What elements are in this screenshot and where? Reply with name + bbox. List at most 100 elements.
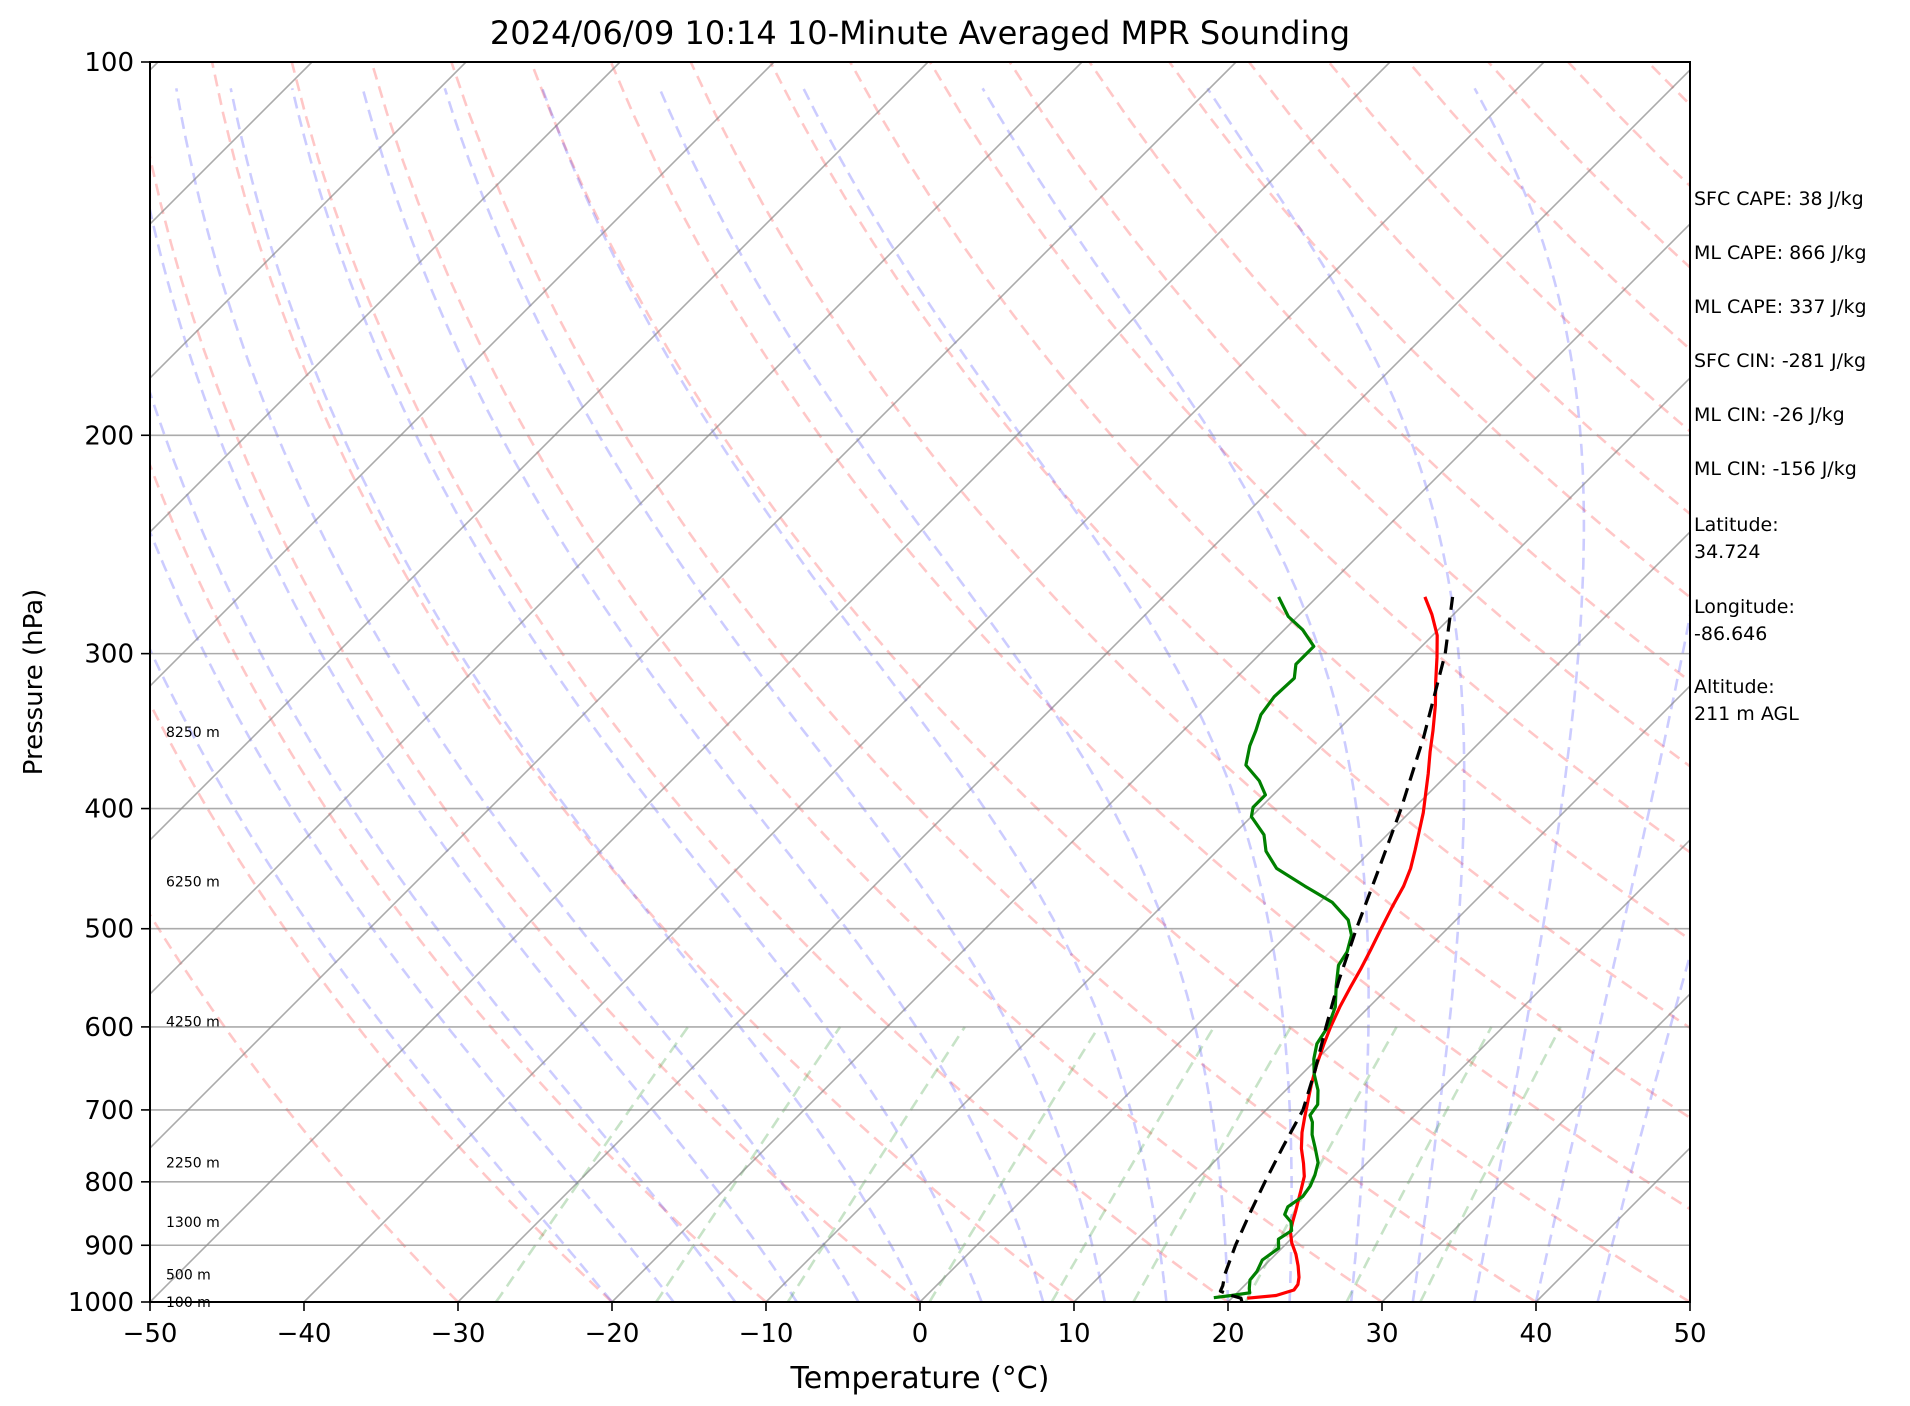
- mixing-ratio-line: [494, 1026, 690, 1302]
- isotherm: [150, 62, 1391, 1302]
- x-tick-label: −20: [585, 1319, 640, 1349]
- moist-adiabat: [1206, 87, 1466, 1302]
- dry-adiabat: [150, 912, 459, 1302]
- dry-adiabat: [150, 461, 767, 1302]
- longitude: Longitude: -86.646: [1694, 596, 1795, 645]
- height-label: 1300 m: [166, 1215, 220, 1231]
- chart-axes: −50 −40 −30 −20 −10 0 10 20 30 40 50 1000 900 800 700 6…: [68, 48, 1707, 1349]
- ml-cin: ML CIN: -26 J/kg: [1694, 404, 1845, 426]
- moist-adiabat: [150, 204, 798, 1302]
- x-axis-label: Temperature (°C): [790, 1361, 1050, 1396]
- height-labels: 100 m 500 m 1300 m 2250 m 4250 m 6250 m 8250 m: [166, 725, 220, 1311]
- sfc-cape: SFC CAPE: 38 J/kg: [1694, 188, 1864, 210]
- y-tick-label: 1000: [68, 1288, 134, 1318]
- y-tick-label: 500: [84, 915, 134, 945]
- sfc-cin: SFC CIN: -281 J/kg: [1694, 350, 1867, 372]
- height-label: 100 m: [166, 1295, 211, 1311]
- x-tick-label: −10: [739, 1319, 794, 1349]
- altitude: Altitude: 211 m AGL: [1694, 676, 1799, 725]
- isotherm: [150, 62, 1083, 996]
- x-tick-label: −30: [431, 1319, 486, 1349]
- isotherm: [150, 62, 929, 842]
- ml-cape-2: ML CAPE: 337 J/kg: [1694, 296, 1867, 318]
- temperature-profile: [1247, 596, 1439, 1300]
- ml-cin-2: ML CIN: -156 J/kg: [1694, 458, 1857, 480]
- x-tick-label: −50: [123, 1319, 178, 1349]
- x-tick-label: 50: [1673, 1319, 1706, 1349]
- y-tick-label: 600: [84, 1013, 134, 1043]
- dry-adiabat: [1168, 62, 1690, 599]
- height-label: 4250 m: [166, 1014, 220, 1030]
- moist-adiabat: [443, 87, 1107, 1302]
- moist-adiabat: [175, 88, 860, 1302]
- x-tick-label: 30: [1365, 1319, 1398, 1349]
- y-tick-label: 100: [84, 48, 134, 78]
- isotherm: [150, 62, 621, 534]
- isotherm: [150, 62, 1237, 1150]
- x-tick-label: 10: [1057, 1319, 1090, 1349]
- moist-adiabat: [229, 88, 922, 1302]
- dry-adiabat: [529, 62, 1690, 1302]
- x-tick-label: 40: [1519, 1319, 1552, 1349]
- isotherm: [457, 68, 1690, 1302]
- y-tick-label: 900: [84, 1231, 134, 1261]
- dry-adiabat: [150, 700, 613, 1302]
- dry-adiabat: [210, 62, 1075, 1302]
- moist-adiabat: [150, 388, 737, 1302]
- dry-adiabat: [1088, 62, 1690, 683]
- x-tick-label: −40: [277, 1319, 332, 1349]
- latitude: Latitude: 34.724: [1694, 514, 1779, 563]
- moist-adiabat: [290, 87, 983, 1302]
- isotherm: [765, 376, 1690, 1302]
- moist-adiabat: [1596, 950, 1690, 1302]
- isotherm: [150, 62, 467, 380]
- dry-adiabat: [849, 62, 1690, 942]
- isotherm: [1227, 838, 1690, 1302]
- y-tick-label: 700: [84, 1096, 134, 1126]
- y-axis-label: Pressure (hPa): [19, 589, 49, 776]
- dry-adiabat: [689, 62, 1690, 1120]
- dry-adiabat: [290, 62, 1229, 1302]
- y-tick-label: 800: [84, 1168, 134, 1198]
- dry-adiabat: [450, 62, 1537, 1302]
- height-label: 500 m: [166, 1267, 211, 1283]
- moist-adiabat: [658, 87, 1230, 1302]
- y-tick-label: 400: [84, 795, 134, 825]
- mixing-ratio-line: [928, 1026, 1100, 1302]
- y-tick-label: 300: [84, 640, 134, 670]
- mixing-ratio-line: [786, 1026, 966, 1302]
- isotherm: [1073, 684, 1690, 1302]
- isotherm: [150, 62, 775, 688]
- x-tick-label: 20: [1211, 1319, 1244, 1349]
- parcel-profile: [1218, 596, 1455, 1302]
- chart-title: 2024/06/09 10:14 10-Minute Averaged MPR …: [490, 14, 1350, 52]
- height-label: 6250 m: [166, 874, 220, 890]
- chart-grid: [0, 62, 1910, 1302]
- moist-adiabat: [802, 87, 1293, 1302]
- moist-adiabat: [361, 87, 1045, 1302]
- moist-adiabat: [150, 528, 675, 1302]
- x-tick-label: 0: [912, 1319, 929, 1349]
- height-label: 2250 m: [166, 1156, 220, 1172]
- moist-adiabat: [981, 87, 1370, 1302]
- dry-adiabat: [370, 62, 1383, 1302]
- dry-adiabat: [150, 150, 921, 1302]
- dry-adiabat: [769, 62, 1690, 1030]
- ml-cape: ML CAPE: 866 J/kg: [1694, 242, 1867, 264]
- dewpoint-profile: [1213, 596, 1354, 1300]
- isotherm: [611, 222, 1690, 1302]
- isotherm: [919, 530, 1690, 1302]
- chart-series: [1213, 596, 1455, 1302]
- height-label: 8250 m: [166, 725, 220, 741]
- plot-frame: [149, 61, 1691, 1303]
- moist-adiabat: [1473, 87, 1586, 1302]
- moist-adiabat: [1534, 609, 1690, 1302]
- y-tick-label: 200: [84, 421, 134, 451]
- isotherm: [1381, 992, 1690, 1302]
- mixing-ratio-line: [1419, 1026, 1562, 1302]
- isotherm: [303, 62, 1545, 1302]
- isotherm: [0, 62, 4, 1302]
- dry-adiabat: [609, 62, 1690, 1211]
- dry-adiabat: [1887, 62, 1910, 1302]
